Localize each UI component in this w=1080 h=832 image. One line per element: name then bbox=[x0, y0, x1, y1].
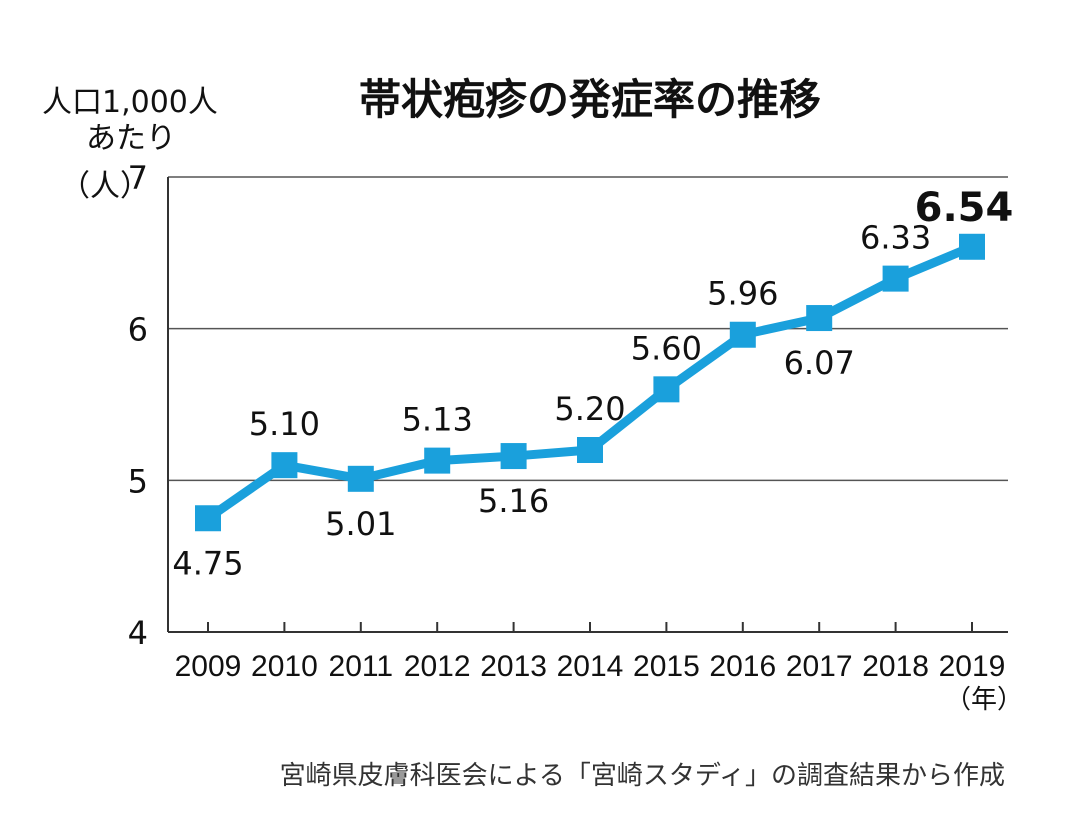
x-tick-label: 2019 bbox=[939, 650, 1006, 683]
data-point-2015 bbox=[653, 376, 680, 403]
data-label-2012: 5.13 bbox=[402, 401, 473, 439]
x-tick-label: 2011 bbox=[329, 650, 394, 683]
x-tick-label: 2010 bbox=[251, 650, 318, 683]
y-unit-line-2: あたり bbox=[86, 121, 176, 156]
x-tick-label: 2015 bbox=[633, 650, 700, 683]
y-tick-label: 5 bbox=[128, 462, 148, 500]
data-point-2019 bbox=[959, 233, 985, 260]
data-label-2019: 6.54 bbox=[915, 185, 1014, 231]
data-point-2018 bbox=[882, 265, 909, 292]
x-unit-label: （年） bbox=[945, 685, 1023, 715]
y-tick-label: 6 bbox=[128, 311, 148, 349]
x-axis-ticks: 2009 2010 2011 2012 2013 2014 2015 2016 2017 2018… bbox=[175, 622, 1006, 683]
data-labels: 4.75 5.10 5.01 5.13 5.16 5.205.605.966.07 6.33… bbox=[172, 185, 1013, 582]
y-unit-line-1: 人口1,000人 bbox=[42, 85, 218, 120]
data-point-2012 bbox=[424, 447, 451, 474]
y-axis-ticks: 4 5 6 7 bbox=[128, 159, 148, 652]
data-point-2009 bbox=[195, 505, 221, 532]
chart-title: 帯状疱疹の発症率の推移 bbox=[359, 75, 821, 124]
data-point-2017 bbox=[806, 305, 833, 332]
source-note: 宮崎県皮膚科医会による「宮崎スタディ」の調査結果から作成 bbox=[280, 761, 1005, 791]
x-tick-label: 2013 bbox=[480, 650, 547, 683]
x-tick-label: 2012 bbox=[404, 650, 471, 683]
data-point-2016 bbox=[729, 321, 756, 348]
data-markers bbox=[195, 233, 985, 532]
y-tick-label: 4 bbox=[128, 614, 148, 652]
x-tick-label: 2018 bbox=[862, 650, 929, 683]
data-label-2016: 5.96 bbox=[707, 275, 778, 313]
x-tick-label: 2009 bbox=[175, 650, 242, 683]
data-label-2013: 5.16 bbox=[478, 482, 549, 520]
x-tick-label: 2014 bbox=[557, 650, 624, 683]
data-label-2011: 5.01 bbox=[325, 505, 396, 543]
gridlines bbox=[167, 176, 1008, 633]
series-line bbox=[203, 242, 977, 523]
y-unit-line-3: （人） bbox=[60, 169, 150, 204]
y-tick-label: 7 bbox=[128, 159, 148, 197]
data-label-2009: 4.75 bbox=[172, 544, 243, 582]
data-point-2010 bbox=[271, 452, 298, 479]
data-point-2011 bbox=[347, 465, 374, 492]
x-tick-label: 2016 bbox=[709, 650, 776, 683]
data-label-2014: 5.20 bbox=[554, 390, 625, 428]
data-label-2017: 6.07 bbox=[784, 344, 855, 382]
x-tick-label: 2017 bbox=[786, 650, 853, 683]
data-label-2018: 6.33 bbox=[860, 219, 931, 257]
data-point-2013 bbox=[500, 443, 527, 470]
data-label-2015: 5.60 bbox=[631, 329, 702, 367]
data-point-2014 bbox=[577, 437, 603, 463]
data-label-2010: 5.10 bbox=[249, 405, 320, 443]
